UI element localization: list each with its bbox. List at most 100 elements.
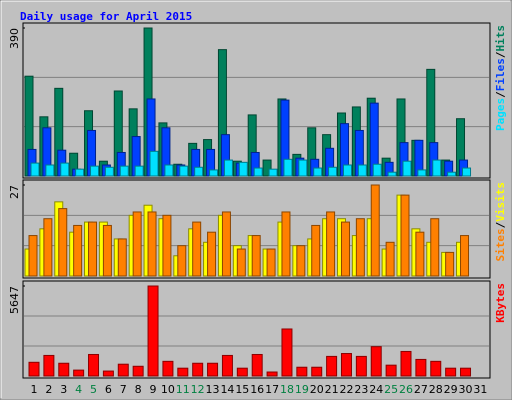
y-tick-label: 27 bbox=[8, 185, 21, 199]
bar bbox=[147, 285, 159, 377]
bar bbox=[460, 367, 472, 377]
x-tick-label: 21 bbox=[325, 383, 339, 396]
bar bbox=[58, 208, 68, 277]
bar bbox=[60, 162, 70, 177]
x-tick-label: 30 bbox=[459, 383, 473, 396]
bar bbox=[132, 211, 142, 277]
x-tick-label: 16 bbox=[250, 383, 264, 396]
bar bbox=[432, 159, 442, 177]
bar bbox=[119, 165, 129, 177]
bar bbox=[104, 166, 114, 177]
x-tick-label: 29 bbox=[444, 383, 458, 396]
legend-entry: Sites bbox=[494, 228, 507, 261]
bar bbox=[460, 235, 470, 277]
bar bbox=[462, 167, 472, 177]
bar bbox=[73, 224, 83, 277]
x-tick-label: 17 bbox=[265, 383, 279, 396]
bar bbox=[357, 164, 367, 177]
bar bbox=[430, 218, 440, 277]
bar bbox=[30, 162, 40, 177]
bar bbox=[117, 238, 127, 277]
bar bbox=[355, 355, 367, 377]
x-tick-label: 14 bbox=[220, 383, 234, 396]
legend-entry: Pages bbox=[494, 98, 507, 131]
legend-entry: KBytes bbox=[494, 283, 507, 323]
bar bbox=[340, 221, 350, 277]
bar bbox=[162, 360, 174, 377]
x-tick-label: 25 bbox=[384, 383, 398, 396]
bar bbox=[326, 355, 338, 377]
x-tick-label: 1 bbox=[31, 383, 38, 396]
bar bbox=[266, 371, 278, 377]
x-tick-label: 9 bbox=[150, 383, 157, 396]
legend-entry: Files bbox=[494, 58, 507, 91]
bar bbox=[194, 166, 204, 177]
bar bbox=[251, 353, 263, 377]
bar bbox=[149, 150, 159, 177]
bar bbox=[45, 164, 55, 177]
bar bbox=[102, 224, 112, 277]
bar bbox=[311, 224, 321, 277]
x-tick-label: 4 bbox=[75, 383, 82, 396]
bar bbox=[147, 211, 157, 277]
bar bbox=[207, 362, 219, 377]
bar bbox=[75, 168, 85, 177]
bar bbox=[58, 362, 70, 377]
bar bbox=[88, 353, 100, 377]
bar bbox=[387, 171, 397, 177]
bar bbox=[281, 328, 293, 377]
x-tick-label: 12 bbox=[191, 383, 205, 396]
bar bbox=[281, 211, 291, 277]
legend-separator: / bbox=[494, 221, 507, 228]
bar bbox=[223, 159, 233, 177]
bar bbox=[417, 169, 427, 177]
bar bbox=[370, 346, 382, 377]
bar bbox=[209, 169, 219, 177]
bar bbox=[445, 251, 455, 277]
legend-entry: Visits bbox=[494, 182, 507, 222]
bar bbox=[43, 218, 53, 277]
chart-title: Daily usage for April 2015 bbox=[20, 10, 192, 23]
bar bbox=[447, 171, 457, 177]
x-tick-label: 8 bbox=[135, 383, 142, 396]
x-tick-label: 31 bbox=[473, 383, 487, 396]
x-tick-label: 28 bbox=[429, 383, 443, 396]
x-tick-label: 2 bbox=[45, 383, 52, 396]
bar bbox=[372, 163, 382, 177]
bar bbox=[415, 231, 425, 277]
bar bbox=[326, 211, 336, 277]
x-tick-label: 20 bbox=[310, 383, 324, 396]
bar bbox=[177, 245, 187, 277]
bar bbox=[134, 165, 144, 177]
bar bbox=[430, 360, 442, 377]
bar bbox=[296, 366, 308, 377]
bar bbox=[117, 363, 129, 377]
bar bbox=[253, 167, 263, 177]
x-tick-label: 3 bbox=[60, 383, 67, 396]
bar bbox=[400, 194, 410, 277]
legend: Sites/Visits bbox=[494, 182, 507, 262]
x-tick-label: 7 bbox=[120, 383, 127, 396]
bar bbox=[179, 165, 189, 177]
bar bbox=[238, 161, 248, 177]
bar bbox=[340, 353, 352, 377]
bar bbox=[162, 214, 172, 277]
x-tick-label: 19 bbox=[295, 383, 309, 396]
bar bbox=[385, 364, 397, 377]
bar bbox=[342, 164, 352, 177]
legend: KBytes bbox=[494, 283, 507, 323]
bar bbox=[385, 241, 395, 277]
bar bbox=[266, 248, 276, 277]
bar bbox=[313, 167, 323, 177]
y-tick-label: 5647 bbox=[8, 286, 21, 314]
bar bbox=[28, 235, 38, 277]
y-tick-label: 390 bbox=[8, 28, 21, 49]
bar bbox=[221, 211, 231, 277]
bar bbox=[236, 367, 248, 377]
bar bbox=[415, 358, 427, 377]
x-tick-label: 22 bbox=[339, 383, 353, 396]
bar bbox=[370, 184, 380, 277]
x-tick-label: 24 bbox=[369, 383, 383, 396]
bar bbox=[43, 354, 55, 377]
x-tick-label: 13 bbox=[206, 383, 220, 396]
